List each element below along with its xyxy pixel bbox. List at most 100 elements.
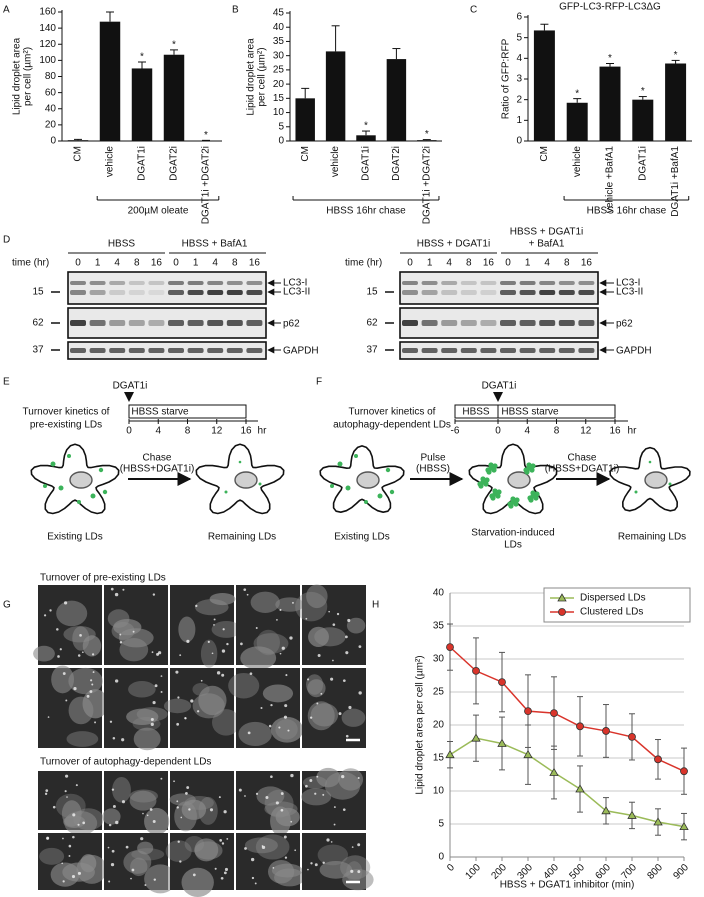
band: [402, 348, 418, 353]
droplet-image: [112, 804, 116, 808]
group-label: HBSS + DGAT1i: [510, 227, 583, 238]
cell-image: [181, 867, 214, 897]
band-label: LC3-II: [283, 287, 310, 298]
panel-label: G: [3, 600, 11, 611]
droplet-image: [255, 792, 259, 795]
droplet-image: [59, 648, 62, 651]
y-tick-label: 40: [45, 103, 57, 114]
droplet-image: [207, 640, 210, 644]
droplet-image: [186, 639, 190, 643]
x-tick-label: DGAT1i +BafA1: [670, 146, 681, 217]
cell-image: [200, 639, 218, 668]
y-tick-label: 5: [516, 32, 522, 43]
droplet-image: [284, 704, 288, 708]
band: [109, 290, 126, 295]
x-tick-label: 0: [445, 862, 457, 874]
droplet-image: [109, 720, 113, 723]
cell-image: [271, 863, 303, 878]
droplet-image: [224, 867, 228, 871]
droplet-image: [86, 694, 90, 698]
bar: [295, 98, 315, 141]
timeline-label: 16: [609, 426, 621, 437]
droplet-image: [314, 863, 318, 867]
droplet-image: [57, 655, 60, 658]
droplet-image: [221, 649, 226, 653]
droplet-image: [332, 659, 334, 662]
y-tick-label: 2: [516, 94, 522, 105]
lipid-droplet: [634, 490, 638, 494]
cell-image: [112, 776, 131, 803]
band: [207, 320, 224, 326]
significance-star: *: [575, 88, 579, 99]
droplet-image: [72, 835, 75, 839]
droplet-image: [283, 835, 287, 839]
lipid-droplet: [480, 476, 486, 482]
drug-marker: [493, 392, 503, 402]
band: [246, 320, 263, 326]
droplet-image: [73, 687, 77, 691]
point: [576, 722, 584, 731]
droplet-image: [81, 651, 84, 654]
micrograph: [301, 767, 366, 830]
blot-box: [399, 341, 599, 360]
timeline-label: -6: [451, 426, 460, 437]
droplet-image: [314, 792, 317, 795]
micrograph: [38, 771, 104, 836]
y-axis-label: per cell (µm²): [23, 47, 34, 106]
droplet-image: [213, 624, 215, 626]
droplet-image: [220, 876, 224, 880]
cell-image: [82, 635, 102, 657]
droplet-image: [188, 808, 191, 811]
cell-image: [228, 672, 260, 699]
band: [187, 290, 204, 295]
droplet-image: [292, 601, 294, 604]
point: [602, 727, 610, 735]
droplet-image: [77, 871, 82, 875]
lipid-droplet: [524, 469, 530, 475]
droplet-image: [244, 795, 246, 797]
point: [654, 755, 662, 764]
droplet-image: [179, 860, 182, 863]
group-label: HBSS + DGAT1i: [417, 239, 490, 250]
error-bar: [301, 87, 310, 99]
y-tick-label: 0: [438, 852, 444, 863]
cell-image: [129, 790, 157, 811]
droplet-image: [333, 823, 336, 826]
cell-image: [310, 703, 339, 727]
cell-image: [275, 597, 305, 612]
y-tick-label: 5: [438, 819, 444, 830]
cell-image: [169, 793, 196, 806]
point: [557, 593, 567, 602]
droplet-image: [144, 884, 147, 887]
error-bar: [74, 138, 82, 141]
point: [523, 749, 533, 759]
nucleus: [507, 471, 531, 489]
time-point: 0: [407, 258, 413, 269]
x-tick-label: 900: [671, 862, 691, 882]
band: [70, 281, 86, 285]
droplet-image: [218, 796, 221, 799]
band: [480, 348, 497, 353]
lipid-droplet: [533, 495, 539, 501]
droplet-image: [152, 819, 156, 823]
cell-caption: Remaining LDs: [618, 532, 686, 543]
lipid-droplet: [389, 489, 395, 495]
micrograph: [38, 833, 107, 890]
lipid-droplet: [58, 485, 64, 491]
cell-image: [163, 698, 192, 714]
cell-image: [131, 848, 165, 861]
cell-image: [209, 593, 236, 606]
error-bar: [540, 23, 549, 31]
droplet-image: [250, 857, 255, 862]
droplet-image: [279, 652, 282, 655]
panel-label: F: [316, 377, 322, 388]
droplet-image: [114, 592, 119, 597]
band: [421, 320, 438, 326]
cell-image: [123, 850, 152, 874]
size-marker: 62: [32, 318, 44, 329]
droplet-image: [46, 837, 49, 840]
droplet-image: [265, 796, 269, 800]
cell-image: [133, 727, 161, 751]
panel-label: C: [470, 5, 477, 16]
droplet-image: [110, 587, 114, 591]
